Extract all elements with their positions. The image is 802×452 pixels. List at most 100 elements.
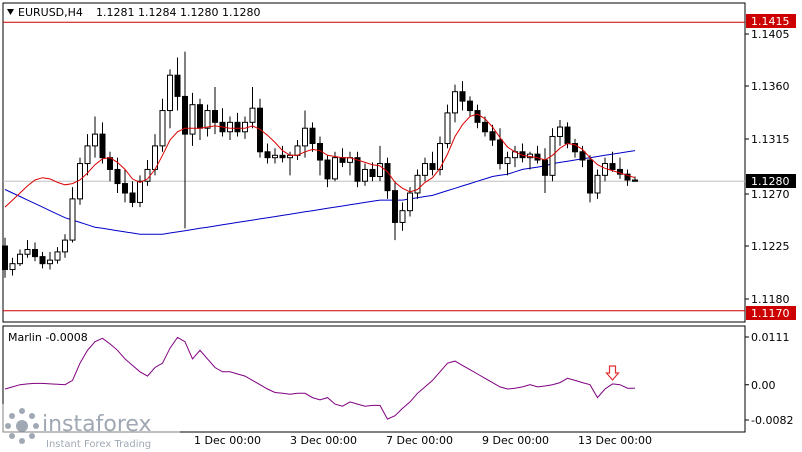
candle-body xyxy=(602,163,608,176)
candle-body xyxy=(2,245,8,271)
candle xyxy=(54,247,61,264)
candle xyxy=(324,155,331,188)
candle-body xyxy=(459,91,466,102)
candle xyxy=(474,104,481,129)
candle-body xyxy=(47,259,53,265)
high-value: 1.1284 xyxy=(138,6,177,19)
candle-body xyxy=(504,157,511,165)
indicator-tick-label: 0.00 xyxy=(751,379,776,392)
price-tick-label: 1.1270 xyxy=(751,188,790,201)
candle-body xyxy=(542,159,548,176)
candle xyxy=(354,151,361,188)
candle xyxy=(392,181,398,241)
candle-body xyxy=(549,135,556,176)
candle-body xyxy=(324,159,331,180)
candle-body xyxy=(122,183,128,194)
candle xyxy=(459,81,466,111)
candle xyxy=(482,116,488,137)
logo-emblem-icon xyxy=(5,408,39,444)
candle-body xyxy=(69,198,76,241)
candle-body xyxy=(167,74,173,112)
candle-body xyxy=(369,168,376,178)
candle xyxy=(587,155,593,203)
time-tick-label: 9 Dec 00:00 xyxy=(482,434,549,447)
symbol-dropdown-icon[interactable] xyxy=(7,9,14,15)
candle-body xyxy=(129,192,136,203)
candle xyxy=(114,157,121,193)
instaforex-logo: instaforex Instant Forex Trading xyxy=(0,404,180,452)
candle xyxy=(467,96,473,117)
candle-body xyxy=(54,251,61,261)
candle xyxy=(489,124,496,146)
candle xyxy=(182,51,188,229)
candle-body xyxy=(189,104,196,135)
candle xyxy=(47,251,53,270)
candle xyxy=(309,122,316,152)
svg-text:1.1170: 1.1170 xyxy=(751,307,790,320)
candle xyxy=(272,148,278,164)
candle-body xyxy=(84,145,91,165)
candle xyxy=(279,145,286,163)
open-value: 1.1281 xyxy=(96,6,135,19)
indicator-tick-label: -0.0082 xyxy=(751,414,793,427)
candle xyxy=(384,157,391,199)
candle-body xyxy=(272,154,278,159)
candle xyxy=(519,143,526,163)
candle-body xyxy=(452,91,458,114)
horizontal-levels xyxy=(3,21,745,312)
candle xyxy=(2,237,8,278)
candle-body xyxy=(497,139,503,165)
candle-body xyxy=(482,121,488,133)
candle-body xyxy=(362,168,368,182)
candle-body xyxy=(62,239,68,253)
svg-text:1.1415: 1.1415 xyxy=(751,15,790,28)
candle xyxy=(497,128,503,170)
candle xyxy=(129,181,136,208)
price-tick-label: 1.1225 xyxy=(751,240,790,253)
logo-tagline-text: Instant Forex Trading xyxy=(46,439,151,450)
candle xyxy=(137,175,143,208)
candle-body xyxy=(392,190,398,223)
candle xyxy=(122,169,128,203)
price-axis-ticks xyxy=(745,33,749,300)
candle-body xyxy=(429,163,436,170)
candle-body xyxy=(234,121,241,133)
candle xyxy=(624,169,631,186)
candle-body xyxy=(107,157,113,170)
oscillator-line xyxy=(4,336,635,420)
candle-body xyxy=(519,151,526,159)
candle-body xyxy=(339,157,346,163)
down-arrow-icon xyxy=(605,365,620,381)
candle-body xyxy=(99,133,106,159)
candle xyxy=(504,151,511,176)
candle-body xyxy=(264,151,271,159)
candle xyxy=(62,234,68,258)
candle-body xyxy=(204,110,211,129)
candle-body xyxy=(587,159,593,194)
candle-body xyxy=(384,163,391,192)
candle xyxy=(572,138,578,158)
candle xyxy=(92,116,98,158)
current-price-tag: 1.1280 xyxy=(746,174,796,188)
time-tick-label: 13 Dec 00:00 xyxy=(578,434,652,447)
level-tag-1170: 1.1170 xyxy=(746,306,796,320)
candle-body xyxy=(174,74,181,97)
candle xyxy=(167,69,173,129)
candle xyxy=(452,84,458,123)
candle-body xyxy=(137,180,143,203)
logo-brand-text: instaforex xyxy=(42,412,152,437)
candle xyxy=(609,151,616,172)
candle-body xyxy=(114,168,121,185)
candle xyxy=(557,119,563,146)
candle xyxy=(264,143,271,164)
candle-body xyxy=(332,157,338,180)
level-tag-1415: 1.1415 xyxy=(746,14,796,28)
candle-body xyxy=(399,210,406,223)
candle-body xyxy=(212,110,218,123)
oscillator-layer xyxy=(4,336,749,421)
candle-body xyxy=(624,173,631,181)
symbol-label: EURUSD,H4 xyxy=(18,6,83,19)
candle-body xyxy=(17,253,23,265)
candle-body xyxy=(609,163,616,170)
